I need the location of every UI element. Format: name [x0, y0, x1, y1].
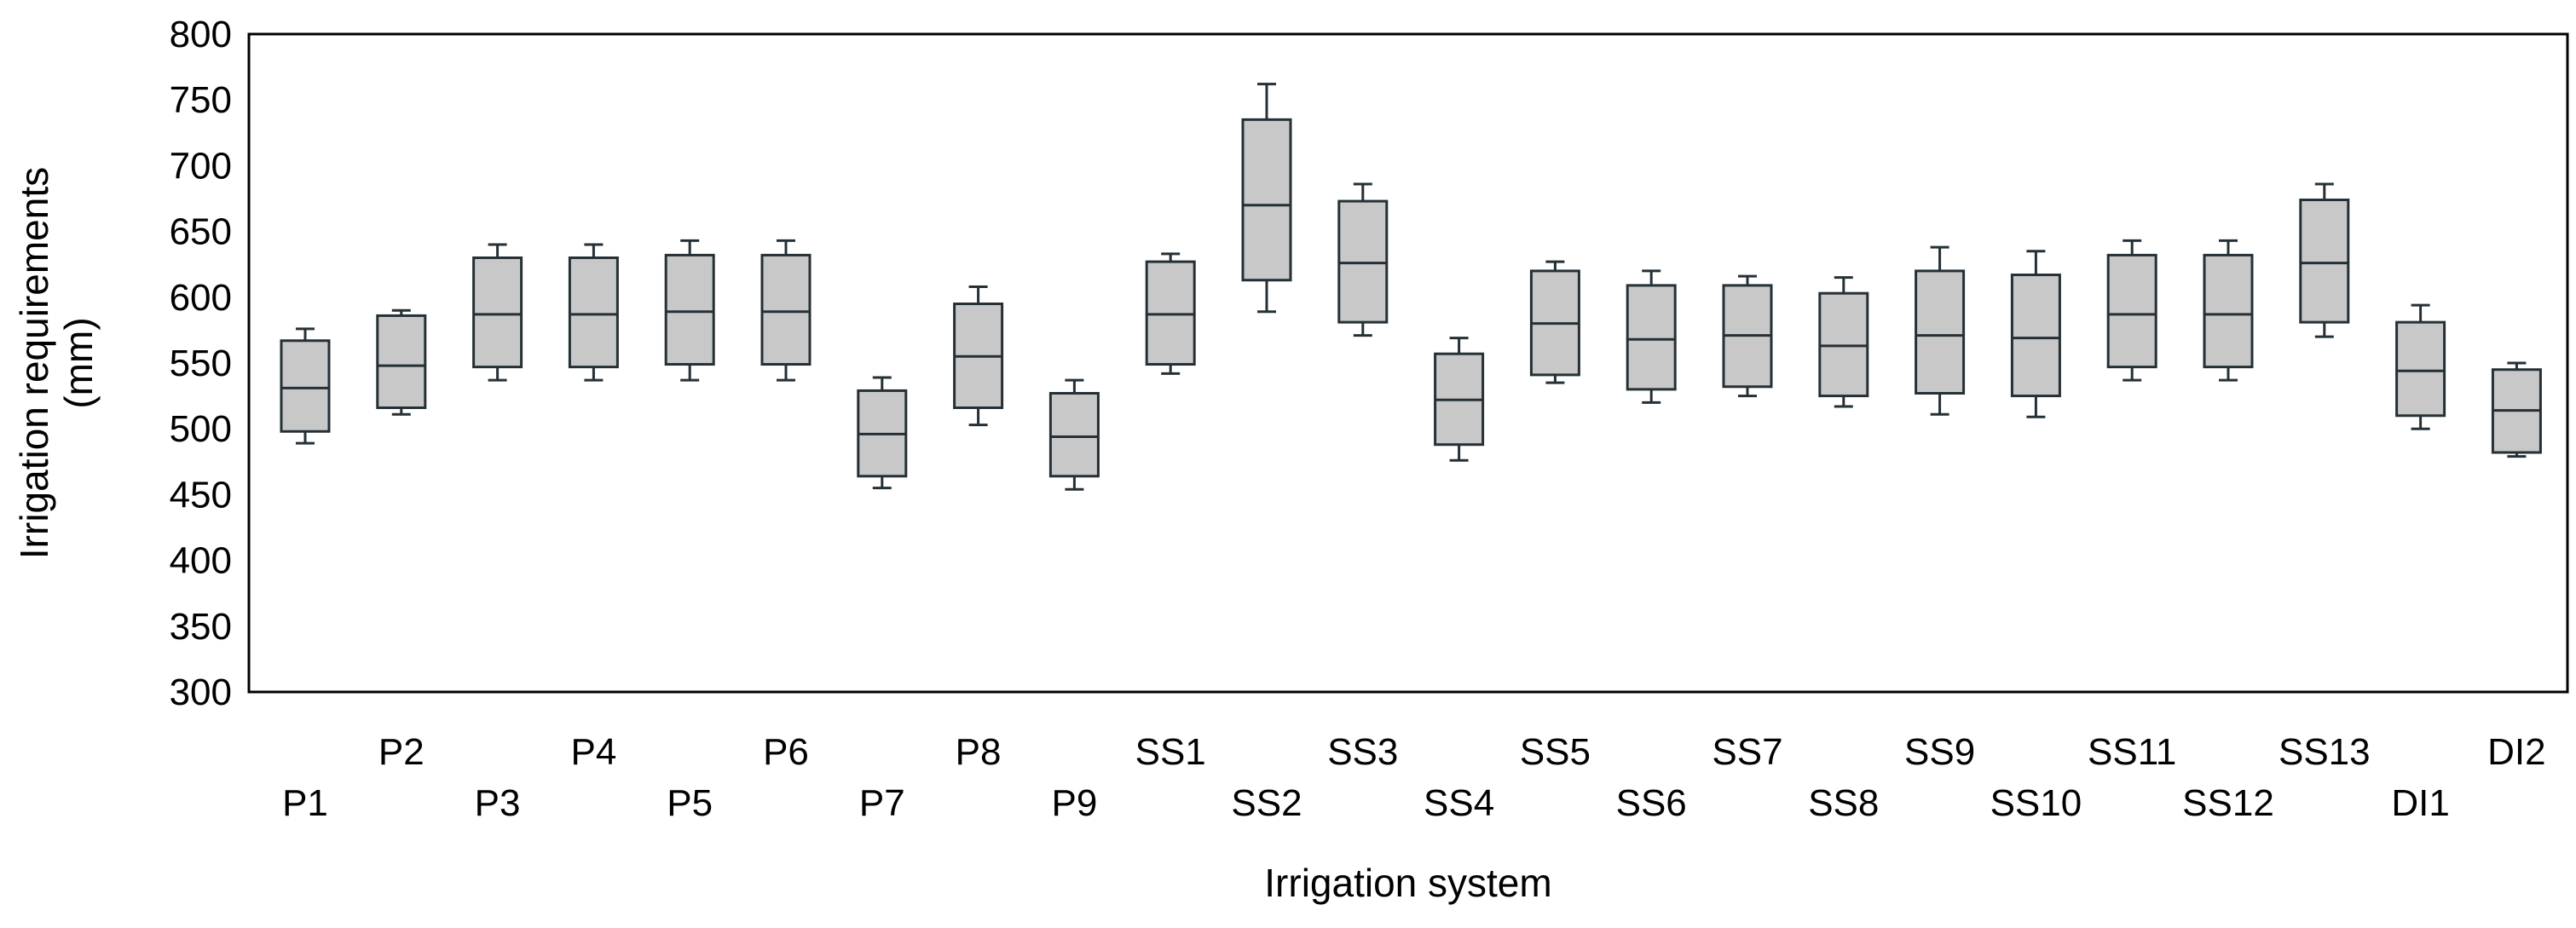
- x-tick-label: SS11: [2088, 731, 2176, 773]
- y-tick-label: 300: [170, 672, 232, 713]
- y-tick-label: 700: [170, 145, 232, 187]
- x-tick-label: P6: [763, 731, 809, 773]
- iqr-box: [760, 253, 811, 366]
- x-tick-label: SS9: [1904, 731, 1975, 773]
- y-tick-label: 800: [170, 14, 232, 55]
- x-tick-label: P3: [475, 782, 521, 824]
- iqr-box: [472, 256, 523, 369]
- box-di1: [2395, 303, 2446, 430]
- iqr-box: [1818, 291, 1869, 398]
- x-tick-label: P9: [1051, 782, 1097, 824]
- iqr-box: [1145, 260, 1196, 366]
- x-tick-label: DI1: [2391, 782, 2449, 824]
- box-p2: [376, 308, 427, 416]
- y-axis: 300 350 400 450 500 550 600 650 700 750 800: [170, 14, 232, 713]
- iqr-box: [1337, 199, 1389, 324]
- iqr-box: [568, 256, 619, 369]
- box-p3: [472, 243, 523, 382]
- box-ss2: [1241, 83, 1292, 314]
- iqr-box: [1048, 392, 1100, 478]
- y-tick-label: 450: [170, 474, 232, 516]
- y-tick-label: 500: [170, 408, 232, 450]
- y-tick-label: 350: [170, 606, 232, 648]
- x-tick-label: SS5: [1520, 731, 1591, 773]
- box-ss13: [2299, 182, 2350, 338]
- plot-frame: [247, 32, 2569, 694]
- box-p4: [568, 243, 619, 382]
- y-tick-label: 650: [170, 211, 232, 253]
- box-ss5: [1529, 260, 1580, 384]
- x-tick-label: SS12: [2182, 782, 2274, 824]
- box-ss12: [2203, 239, 2254, 382]
- x-tick-label: P4: [570, 731, 616, 773]
- box-p9: [1048, 378, 1100, 491]
- box-ss8: [1818, 276, 1869, 408]
- x-tick-label: P2: [378, 731, 425, 773]
- y-tick-label: 400: [170, 540, 232, 582]
- box-p7: [857, 376, 908, 490]
- box-ss3: [1337, 182, 1389, 337]
- x-tick-label: SS10: [1990, 782, 2082, 824]
- iqr-box: [1626, 284, 1677, 391]
- box-ss1: [1145, 252, 1196, 375]
- x-tick-label: SS1: [1135, 731, 1206, 773]
- iqr-box: [376, 314, 427, 409]
- x-tick-label: SS2: [1231, 782, 1302, 824]
- iqr-box: [2010, 274, 2061, 398]
- y-tick-label: 550: [170, 343, 232, 384]
- y-tick-label: 750: [170, 79, 232, 121]
- iqr-box: [1241, 118, 1292, 282]
- x-tick-label: SS7: [1712, 731, 1782, 773]
- x-tick-label: SS3: [1327, 731, 1398, 773]
- box-p1: [280, 327, 331, 445]
- x-tick-label: P5: [667, 782, 713, 824]
- x-axis-title: Irrigation system: [1264, 861, 1551, 905]
- x-tick-label: P7: [859, 782, 905, 824]
- iqr-box: [2395, 320, 2446, 418]
- x-tick-label: SS13: [2279, 731, 2371, 773]
- iqr-box: [1915, 269, 1966, 395]
- x-tick-label: DI2: [2487, 731, 2545, 773]
- x-tick-label: SS4: [1424, 782, 1494, 824]
- box-p8: [953, 285, 1004, 427]
- box-ss11: [2106, 239, 2157, 382]
- x-tick-label: SS6: [1616, 782, 1687, 824]
- box-ss10: [2010, 250, 2061, 418]
- box-p5: [664, 239, 715, 382]
- x-tick-label: P8: [956, 731, 1002, 773]
- box-di2: [2491, 361, 2542, 458]
- x-tick-label: P1: [282, 782, 328, 824]
- x-axis: P1 P2 P3 P4 P5 P6 P7 P8 P9 SS1 SS2 SS3 SS4 SS5 SS6 SS7 S…: [282, 731, 2546, 824]
- iqr-box: [2106, 253, 2157, 369]
- y-axis-title-line2: (mm): [56, 317, 101, 408]
- box-ss4: [1434, 337, 1485, 462]
- box-series: [280, 83, 2542, 491]
- y-axis-title-line1: Irrigation requirements: [12, 167, 56, 559]
- box-ss6: [1626, 269, 1677, 404]
- x-tick-label: SS8: [1808, 782, 1879, 824]
- iqr-box: [2299, 199, 2350, 324]
- iqr-box: [2203, 253, 2254, 369]
- box-ss7: [1722, 274, 1773, 398]
- iqr-box: [664, 253, 715, 366]
- y-tick-label: 600: [170, 277, 232, 319]
- iqr-box: [280, 339, 331, 433]
- box-p6: [760, 239, 811, 382]
- box-ss9: [1915, 245, 1966, 416]
